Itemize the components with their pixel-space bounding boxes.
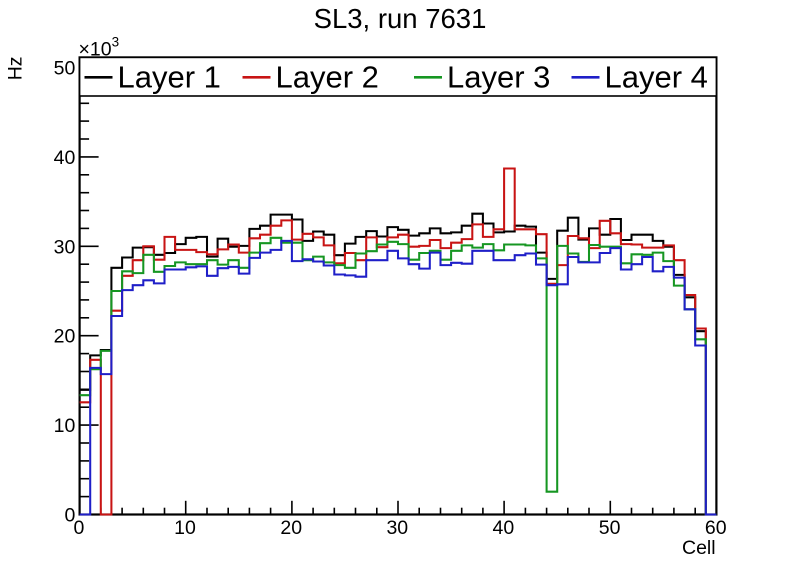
svg-text:Layer 1: Layer 1 — [118, 59, 221, 94]
svg-text:40: 40 — [54, 147, 76, 169]
svg-text:Cell: Cell — [682, 537, 716, 559]
svg-text:40: 40 — [493, 517, 515, 539]
svg-text:50: 50 — [54, 58, 76, 80]
svg-text:Layer 4: Layer 4 — [605, 59, 708, 94]
svg-text:SL3, run 7631: SL3, run 7631 — [314, 3, 487, 34]
svg-text:20: 20 — [54, 326, 76, 348]
svg-text:Layer 3: Layer 3 — [447, 59, 550, 94]
svg-text:50: 50 — [599, 517, 621, 539]
svg-text:60: 60 — [705, 517, 727, 539]
svg-text:Hz: Hz — [5, 56, 27, 80]
svg-text:10: 10 — [174, 517, 196, 539]
svg-text:30: 30 — [386, 517, 408, 539]
svg-text:30: 30 — [54, 236, 76, 258]
svg-text:0: 0 — [73, 517, 84, 539]
svg-text:0: 0 — [64, 505, 75, 527]
svg-text:Layer 2: Layer 2 — [276, 59, 379, 94]
svg-text:10: 10 — [54, 415, 76, 437]
svg-text:20: 20 — [280, 517, 302, 539]
